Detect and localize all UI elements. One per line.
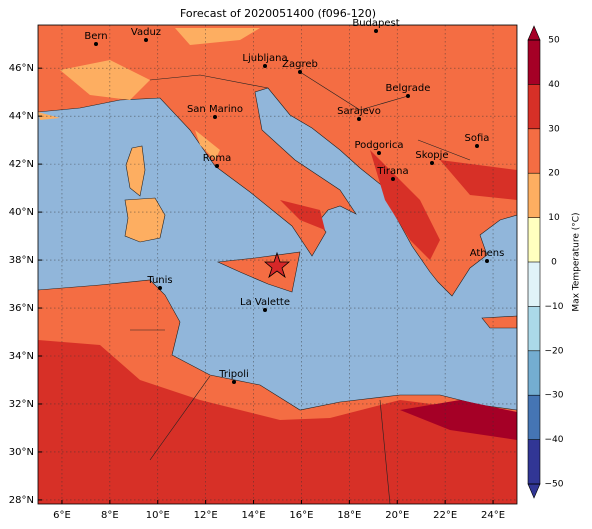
colorbar-band [528, 262, 540, 307]
city-label: San Marino [187, 104, 243, 115]
colorbar-tick-label: 30 [548, 124, 560, 134]
city-dot [94, 42, 98, 46]
colorbar-band [528, 217, 540, 262]
x-tick-label: 18°E [337, 510, 361, 521]
colorbar: −50 −40 −30 −20 −10 0 10 20 30 40 50 Max Temperatur… [527, 25, 582, 499]
hot-zone [280, 150, 517, 260]
grid: 6°E 8°E 10°E 12°E 14°E 16°E 18°E 20°E 22°E 24°E 28… [9, 25, 517, 521]
city-label: Vaduz [131, 27, 161, 38]
x-tick-label: 22°E [433, 510, 457, 521]
x-tick-label: 10°E [146, 510, 170, 521]
city-label: Roma [203, 153, 232, 164]
map-frame [37, 24, 518, 505]
city-label: Bern [84, 31, 107, 42]
city-label: Budapest [352, 18, 399, 29]
colorbar-tick-label: −20 [545, 346, 564, 356]
city-dot [357, 117, 361, 121]
colorbar-label: Max Temperature (°C) [572, 212, 582, 311]
city-dot [215, 164, 219, 168]
city-dot [263, 64, 267, 68]
colorbar-tick-label: 20 [548, 169, 560, 179]
city-dot [485, 259, 489, 263]
colorbar-band [528, 350, 540, 396]
city-dot [374, 29, 378, 33]
y-tick-label: 46°N [9, 63, 34, 74]
y-tick-label: 42°N [9, 159, 34, 170]
land-corsica [125, 145, 146, 197]
hot-zone [38, 340, 517, 504]
x-tick-label: 24°E [481, 510, 505, 521]
y-tick-label: 44°N [9, 111, 34, 122]
city-label: Belgrade [386, 83, 431, 94]
city-label: Sofia [465, 133, 490, 144]
location-star [263, 251, 291, 279]
colorbar-tick-label: 50 [548, 36, 560, 46]
city-dot [263, 308, 267, 312]
y-tick-label: 32°N [9, 399, 34, 410]
colorbar-extend [527, 483, 541, 499]
x-tick-label: 14°E [242, 510, 266, 521]
colorbar-band [528, 395, 540, 440]
colorbar-tick-label: −40 [545, 435, 564, 445]
colorbar-tick-label: −30 [545, 391, 564, 401]
colorbar-band [528, 306, 540, 351]
city-label: Skopje [415, 150, 448, 161]
city-dot [232, 380, 236, 384]
y-tick-label: 36°N [9, 303, 34, 314]
y-tick-label: 28°N [9, 495, 34, 506]
city-dot [430, 161, 434, 165]
colorbar-tick-label: 0 [551, 258, 557, 268]
colorbar-tick-label: 40 [548, 80, 560, 90]
colorbar-extend [527, 25, 541, 41]
x-tick-label: 12°E [194, 510, 218, 521]
x-tick-label: 6°E [53, 510, 71, 521]
very-hot-zone [400, 400, 517, 440]
city-label: Zagreb [282, 59, 318, 70]
x-tick-label: 8°E [101, 510, 119, 521]
city-dot [391, 177, 395, 181]
city-dot [377, 151, 381, 155]
y-tick-label: 38°N [9, 255, 34, 266]
city-label: Tripoli [218, 369, 249, 380]
colorbar-tick-label: −50 [545, 480, 564, 490]
x-tick-label: 20°E [385, 510, 409, 521]
country-border [130, 71, 471, 504]
city-label: Sarajevo [337, 106, 381, 117]
city-label: Athens [470, 248, 505, 259]
city-dot [144, 38, 148, 42]
colorbar-tick-label: 10 [548, 213, 560, 223]
y-tick-label: 30°N [9, 447, 34, 458]
colorbar-band [528, 84, 540, 129]
colorbar-tick-label: −10 [545, 302, 564, 312]
city-dot [298, 70, 302, 74]
colorbar-band [528, 40, 540, 85]
city-label: Tirana [376, 166, 408, 177]
city-dot [213, 115, 217, 119]
city-label: La Valette [240, 297, 290, 308]
city-label: Ljubljana [242, 53, 287, 64]
y-tick-label: 34°N [9, 351, 34, 362]
colorbar-band [528, 173, 540, 218]
colorbar-band [528, 439, 540, 484]
colorbar-band [528, 128, 540, 174]
land-sardinia [124, 197, 166, 243]
city-label: Tunis [146, 275, 172, 286]
map-area [38, 25, 517, 504]
city-dot [406, 94, 410, 98]
city-label: Podgorica [354, 140, 403, 151]
map-title: Forecast of 2020051400 (f096-120) [180, 7, 376, 20]
city-dot [158, 286, 162, 290]
city-dot [475, 144, 479, 148]
y-tick-label: 40°N [9, 207, 34, 218]
x-tick-label: 16°E [289, 510, 313, 521]
land-crete [481, 315, 517, 329]
